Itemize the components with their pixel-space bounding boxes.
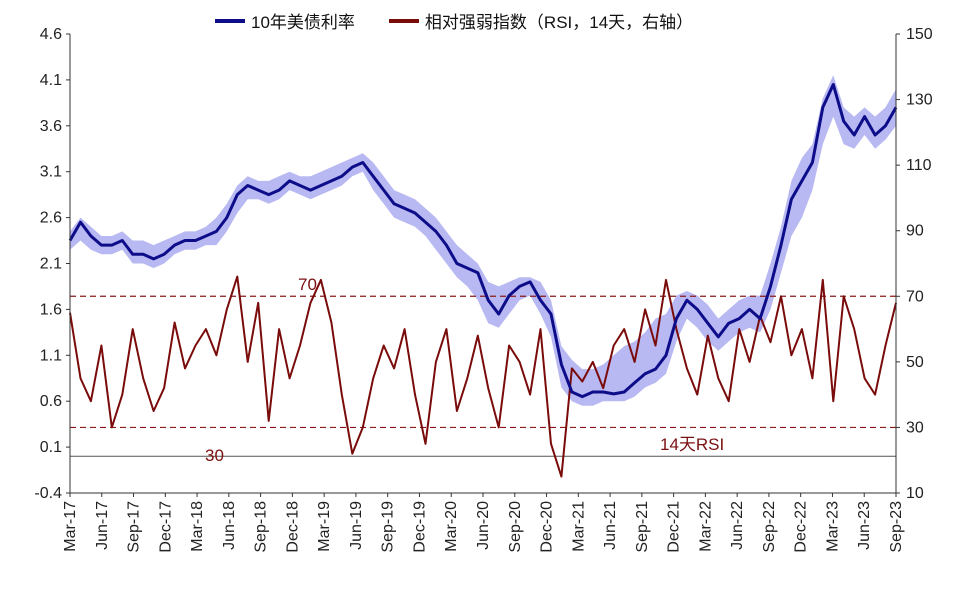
axes: 4.6 4.1 3.6 3.1 2.6 2.1 1.6 1.1 0.6 0.1 -0.4 150 130…: [34, 26, 932, 553]
right-tick-label: 130: [906, 92, 933, 109]
right-tick-label: 10: [906, 485, 924, 502]
right-tick-label: 50: [906, 354, 924, 371]
x-tick-label: Sep-18: [253, 501, 270, 553]
right-tick-label: 90: [906, 223, 924, 240]
x-tick-label: Dec-21: [666, 501, 683, 553]
x-tick-label: Jun-19: [348, 501, 365, 550]
ref-label-30: 30: [205, 446, 224, 465]
legend: 10年美债利率 相对强弱指数（RSI，14天，右轴）: [215, 8, 693, 33]
x-tick-label: Sep-19: [380, 501, 397, 553]
left-tick-label: 1.6: [40, 301, 62, 318]
x-tick-label: Mar-22: [697, 501, 714, 552]
series-line-yield: [68, 83, 898, 399]
x-tick-label: Sep-20: [507, 501, 524, 553]
x-tick-label: Dec-19: [411, 501, 428, 553]
x-tick-label: Sep-23: [888, 501, 905, 553]
x-tick-label: Jun-21: [602, 501, 619, 550]
x-tick-label: Sep-21: [634, 501, 651, 553]
x-tick-label: Jun-22: [729, 501, 746, 550]
left-tick-label: 2.6: [40, 210, 62, 227]
x-tick-label: Mar-19: [316, 501, 333, 552]
left-tick-label: 3.6: [40, 118, 62, 135]
legend-label-yield: 10年美债利率: [251, 13, 355, 32]
right-tick-label: 150: [906, 26, 933, 43]
left-tick-label: 0.1: [40, 439, 62, 456]
x-tick-label: Dec-20: [539, 501, 556, 553]
x-tick-label: Dec-22: [793, 501, 810, 553]
x-tick-label: Dec-18: [284, 501, 301, 553]
legend-label-rsi: 相对强弱指数（RSI，14天，右轴）: [424, 13, 694, 32]
legend-swatch-yield: [215, 18, 245, 23]
ref-label-70: 70: [298, 275, 317, 294]
left-tick-label: -0.4: [34, 485, 62, 502]
x-tick-label: Dec-17: [157, 501, 174, 553]
series-line-rsi: [69, 275, 897, 478]
x-tick-label: Jun-20: [475, 501, 492, 550]
x-tick-label: Sep-17: [126, 501, 143, 553]
right-tick-label: 110: [906, 157, 932, 174]
left-tick-label: 2.1: [40, 256, 62, 273]
left-tick-label: 3.1: [40, 164, 62, 181]
left-tick-label: 0.6: [40, 393, 62, 410]
right-tick-label: 30: [906, 419, 924, 436]
x-tick-label: Mar-18: [189, 501, 206, 552]
rsi-annotation: 14天RSI: [660, 435, 724, 454]
legend-swatch-rsi: [388, 18, 419, 23]
x-tick-label: Sep-22: [761, 501, 778, 553]
x-tick-label: Mar-17: [62, 501, 79, 552]
x-tick-label: Jun-18: [221, 501, 238, 550]
legend-item-rsi: 相对强弱指数（RSI，14天，右轴）: [388, 8, 694, 33]
left-tick-label: 4.6: [40, 26, 62, 43]
left-tick-label: 4.1: [40, 72, 62, 89]
x-tick-label: Mar-23: [824, 501, 841, 552]
right-tick-label: 70: [906, 288, 924, 305]
legend-item-yield: 10年美债利率: [215, 8, 355, 33]
reference-lines: [70, 295, 896, 457]
series-layer: [68, 83, 898, 478]
x-tick-label: Jun-17: [94, 501, 111, 550]
x-tick-label: Mar-21: [570, 501, 587, 552]
x-tick-label: Mar-20: [443, 501, 460, 552]
x-tick-label: Jun-23: [856, 501, 873, 550]
left-tick-label: 1.1: [40, 347, 62, 364]
